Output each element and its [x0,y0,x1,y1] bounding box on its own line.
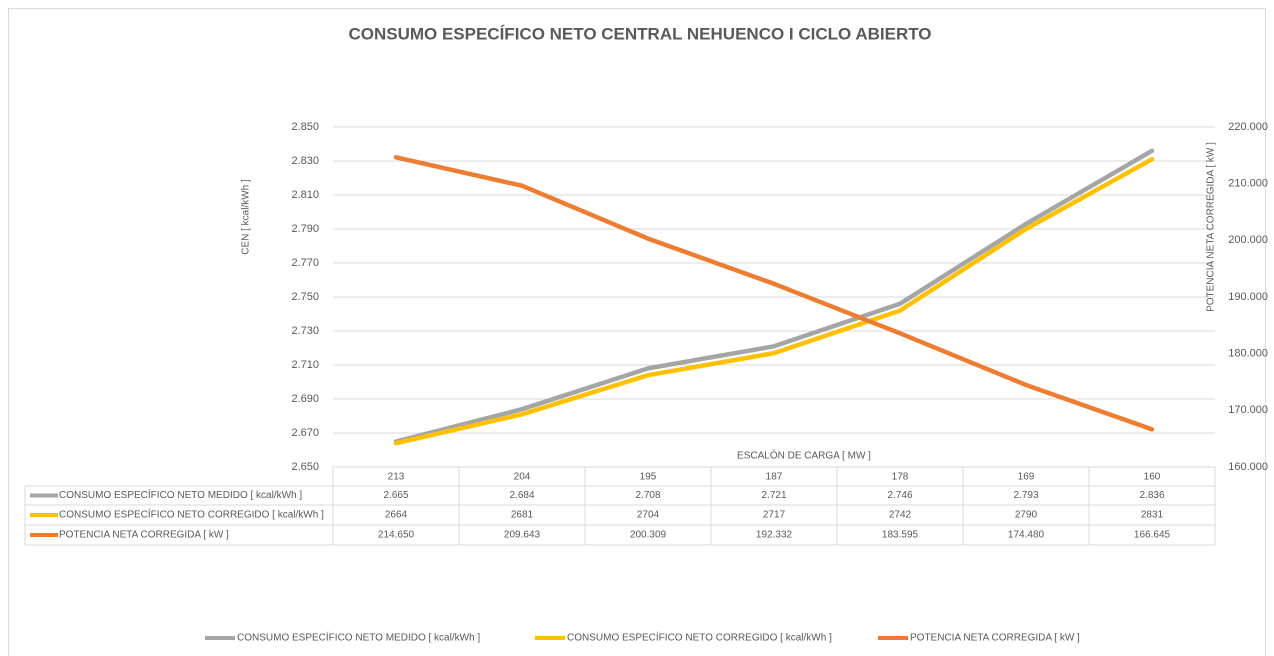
y-tick-label: 2.710 [291,359,319,371]
y2-tick-label: 210.000 [1228,178,1268,190]
y-tick-label: 2.810 [291,189,319,201]
x-tick-label: 169 [1018,472,1035,483]
table-cell: 2831 [1141,510,1164,521]
chart-title: CONSUMO ESPECÍFICO NETO CENTRAL NEHUENCO… [348,24,931,43]
y2-tick-label: 170.000 [1228,404,1268,416]
x-tick-label: 187 [766,472,783,483]
table-cell: 2.684 [509,490,534,501]
table-cell: 200.309 [630,530,667,541]
x-tick-label: 160 [1144,472,1161,483]
x-tick-label: 204 [514,472,531,483]
table-cell: 2790 [1015,510,1038,521]
x-tick-label: 213 [388,472,405,483]
table-cell: 166.645 [1134,530,1171,541]
series-line [393,155,1155,432]
table-cell: 2.721 [761,490,786,501]
table-cell: 2664 [385,510,408,521]
table-cell: 2.836 [1139,490,1164,501]
y-tick-label: 2.750 [291,291,319,303]
y2-axis-label: POTENCIA NETA CORREGIDA [ kW ] [1206,142,1217,312]
table-row-label: CONSUMO ESPECÍFICO NETO CORREGIDO [ kcal… [59,508,324,521]
table-cell: 2.708 [635,490,660,501]
y-tick-label: 2.830 [291,155,319,167]
y2-tick-label: 200.000 [1228,234,1268,246]
series-line [393,148,1155,444]
table-cell: 2704 [637,510,660,521]
table-cell: 2.665 [383,490,408,501]
table-cell: 2717 [763,510,786,521]
y-tick-label: 2.790 [291,223,319,235]
table-cell: 192.332 [756,530,793,541]
y2-tick-label: 160.000 [1228,461,1268,473]
y-tick-label: 2.730 [291,325,319,337]
table-cell: 2.746 [887,490,912,501]
chart-border [8,8,1266,656]
table-row-label: POTENCIA NETA CORREGIDA [ kW ] [59,530,229,541]
y-tick-label: 2.850 [291,121,319,133]
table-cell: 183.595 [882,530,919,541]
x-tick-label: 195 [640,472,657,483]
table-cell: 214.650 [378,530,415,541]
table-cell: 2681 [511,510,534,521]
y-tick-label: 2.690 [291,393,319,405]
table-cell: 174.480 [1008,530,1045,541]
legend-label: CONSUMO ESPECÍFICO NETO CORREGIDO [ kcal… [567,631,832,644]
y2-tick-label: 190.000 [1228,291,1268,303]
x-axis-label: ESCALÓN DE CARGA [ MW ] [737,449,871,462]
legend-label: POTENCIA NETA CORREGIDA [ kW ] [910,633,1080,644]
table-cell: 209.643 [504,530,541,541]
table-cell: 2.793 [1013,490,1038,501]
x-tick-label: 178 [892,472,909,483]
y2-tick-label: 180.000 [1228,348,1268,360]
y2-tick-label: 220.000 [1228,121,1268,133]
legend-label: CONSUMO ESPECÍFICO NETO MEDIDO [ kcal/kW… [237,631,480,644]
y-tick-label: 2.650 [291,461,319,473]
series-line [393,157,1155,446]
table-row-label: CONSUMO ESPECÍFICO NETO MEDIDO [ kcal/kW… [59,488,302,501]
y-axis-label: CEN [ kcal/kWh ] [241,179,252,255]
table-cell: 2742 [889,510,912,521]
y-tick-label: 2.670 [291,427,319,439]
y-tick-label: 2.770 [291,257,319,269]
